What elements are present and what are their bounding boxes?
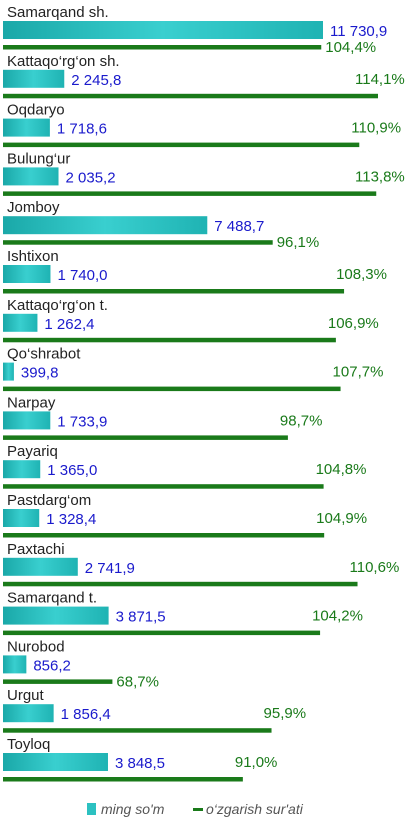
value-label: 2 741,9: [85, 560, 135, 577]
value-label: 11 730,9: [330, 23, 387, 40]
bar-ming-som: [3, 704, 54, 723]
percent-label: 106,9%: [328, 315, 379, 332]
legend-swatch-ming-som: [87, 803, 96, 815]
bar-ozgarish: [3, 435, 288, 440]
chart-legend: ming so'm o‘zgarish sur'ati: [87, 801, 304, 817]
value-label: 3 871,5: [116, 609, 166, 626]
bar-ming-som: [3, 216, 208, 235]
percent-label: 95,9%: [264, 705, 307, 722]
bar-ozgarish: [3, 630, 321, 636]
percent-label: 114,1%: [355, 71, 405, 88]
percent-label: 98,7%: [280, 412, 323, 429]
legend-label-ozgarish: o‘zgarish sur'ati: [206, 801, 304, 817]
category-label: Narpay: [7, 394, 56, 411]
bar-ozgarish: [3, 337, 336, 343]
value-label: 1 718,6: [57, 121, 107, 138]
category-label: Toyloq: [7, 736, 50, 753]
value-label: 856,2: [33, 657, 71, 674]
bar-ozgarish: [3, 679, 113, 684]
bar-ming-som: [3, 21, 323, 39]
value-label: 7 488,7: [214, 218, 264, 235]
category-label: Kattaqo‘rg‘on t.: [7, 297, 108, 314]
percent-label: 104,8%: [316, 461, 367, 478]
bar-ozgarish: [3, 45, 322, 50]
bar-ozgarish: [3, 533, 325, 538]
bar-ming-som: [3, 411, 51, 430]
bar-ming-som: [3, 362, 14, 381]
bar-ming-som: [3, 313, 38, 332]
percent-label: 104,9%: [316, 510, 367, 527]
percent-label: 104,2%: [312, 608, 363, 625]
bar-ming-som: [3, 265, 51, 283]
bar-ozgarish: [3, 142, 360, 148]
value-label: 1 365,0: [47, 462, 97, 479]
category-label: Paxtachi: [7, 541, 65, 558]
category-label: Kattaqo‘rg‘on sh.: [7, 53, 120, 70]
bar-ming-som: [3, 118, 50, 137]
bar-ozgarish: [3, 289, 345, 294]
bar-ming-som: [3, 167, 59, 186]
legend-swatch-ozgarish: [193, 808, 203, 811]
category-label: Pastdarg‘om: [7, 492, 91, 509]
value-label: 399,8: [21, 365, 59, 382]
category-label: Urgut: [7, 687, 45, 704]
bar-ozgarish: [3, 191, 377, 196]
bar-ming-som: [3, 655, 27, 674]
bar-ozgarish: [3, 93, 378, 99]
bar-ozgarish: [3, 777, 243, 782]
category-label: Jomboy: [7, 199, 60, 216]
percent-label: 96,1%: [277, 234, 320, 251]
category-label: Nurobod: [7, 638, 65, 655]
bar-ming-som: [3, 460, 41, 479]
value-label: 1 733,9: [57, 413, 107, 430]
value-label: 1 856,4: [61, 706, 111, 723]
value-label: 2 035,2: [66, 169, 116, 186]
percent-label: 113,8%: [355, 168, 405, 185]
bar-ming-som: [3, 509, 40, 527]
bar-ozgarish: [3, 240, 273, 245]
bar-ming-som: [3, 557, 78, 576]
bar-ozgarish: [3, 581, 358, 587]
bar-ozgarish: [3, 728, 272, 733]
value-label: 3 848,5: [115, 755, 165, 772]
category-label: Bulung‘ur: [7, 150, 70, 167]
bar-ozgarish: [3, 484, 324, 489]
category-label: Ishtixon: [7, 248, 59, 265]
value-label: 1 740,0: [57, 267, 107, 284]
value-label: 2 245,8: [71, 72, 121, 89]
percent-label: 68,7%: [116, 673, 159, 690]
percent-label: 104,4%: [325, 39, 376, 56]
category-label: Payariq: [7, 443, 58, 460]
bar-ming-som: [3, 606, 109, 625]
category-label: Qo‘shrabot: [7, 346, 81, 363]
category-label: Oqdaryo: [7, 102, 65, 119]
value-label: 1 262,4: [44, 316, 94, 333]
percent-label: 91,0%: [235, 754, 278, 771]
percent-label: 110,9%: [351, 120, 401, 137]
value-label: 1 328,4: [46, 511, 96, 528]
bar-ming-som: [3, 753, 108, 771]
bar-ozgarish: [3, 386, 341, 392]
percent-label: 107,7%: [333, 364, 384, 381]
percent-label: 110,6%: [350, 559, 400, 576]
bar-ming-som: [3, 69, 65, 88]
percent-label: 108,3%: [336, 266, 387, 283]
category-label: Samarqand sh.: [7, 4, 109, 21]
category-label: Samarqand t.: [7, 590, 97, 607]
legend-label-ming-som: ming so'm: [101, 801, 165, 817]
